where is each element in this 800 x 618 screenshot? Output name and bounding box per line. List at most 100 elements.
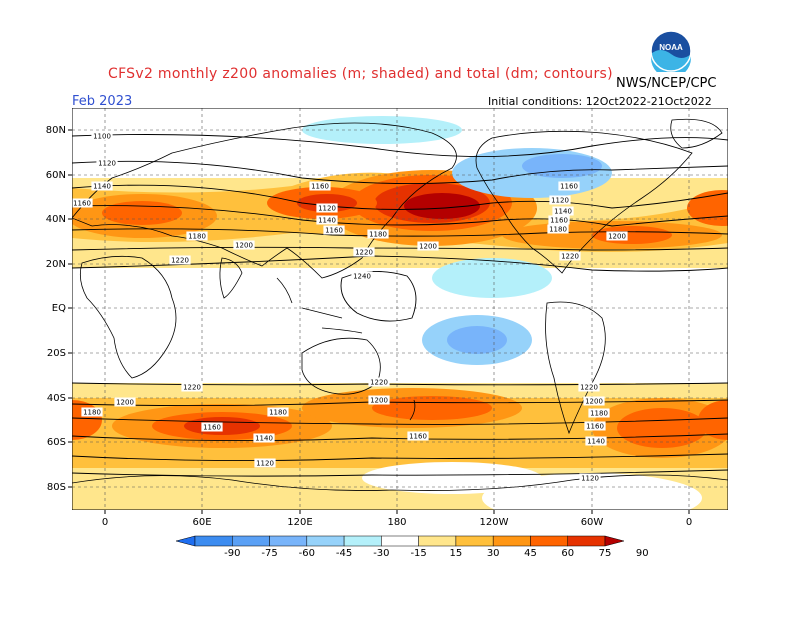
colorbar-tick-label: 75 — [599, 548, 612, 559]
colorbar-box — [381, 535, 419, 547]
lon-tick-label: 180 — [387, 517, 406, 528]
noaa-logo-icon: NOAA — [650, 30, 692, 72]
contour-label: 1100 — [91, 131, 113, 141]
contour-label: 1160 — [558, 181, 580, 191]
colorbar-tick-label: -90 — [224, 548, 240, 559]
lat-tick-label: 20S — [47, 348, 66, 359]
svg-text:1120: 1120 — [256, 460, 274, 468]
svg-text:1160: 1160 — [311, 183, 329, 191]
svg-text:1220: 1220 — [580, 384, 598, 392]
lat-tick-label: 20N — [46, 259, 66, 270]
svg-text:1140: 1140 — [255, 435, 273, 443]
contour-label: 1140 — [91, 181, 113, 191]
contour-line — [72, 184, 728, 210]
contour-label: 1220 — [559, 251, 581, 261]
contour-label: 1240 — [351, 271, 373, 281]
svg-text:1220: 1220 — [355, 249, 373, 257]
contour-label: 1220 — [181, 382, 203, 392]
contour-label: 1180 — [81, 407, 103, 417]
colorbar-tick-label: 15 — [450, 548, 463, 559]
lat-tick-label: 40S — [47, 393, 66, 404]
contour-label: 1200 — [114, 397, 136, 407]
svg-text:1220: 1220 — [183, 384, 201, 392]
svg-text:1180: 1180 — [269, 409, 287, 417]
colorbar: -90 -75 -60 -45 -30 -15 15 30 45 60 75 90 — [175, 535, 649, 559]
colorbar-box — [418, 535, 457, 547]
svg-text:1180: 1180 — [188, 233, 206, 241]
contour-label: 1120 — [96, 158, 118, 168]
contour-label: 1160 — [584, 421, 606, 431]
svg-text:1220: 1220 — [171, 257, 189, 265]
svg-text:1200: 1200 — [370, 397, 388, 405]
svg-text:1160: 1160 — [586, 423, 604, 431]
svg-text:1200: 1200 — [116, 399, 134, 407]
contour-label: 1180 — [547, 224, 569, 234]
lat-tick-label: 80S — [47, 482, 66, 493]
contour-label: 1160 — [309, 181, 331, 191]
svg-text:1180: 1180 — [369, 231, 387, 239]
colorbar-box — [269, 535, 308, 547]
svg-text:1200: 1200 — [235, 242, 253, 250]
lon-tick-label: 120E — [287, 517, 312, 528]
contour-label: 1120 — [316, 203, 338, 213]
colorbar-tick-label: -15 — [410, 548, 426, 559]
contour-label: 1140 — [316, 215, 338, 225]
lat-tick-label: 40N — [46, 214, 66, 225]
contour-line — [72, 160, 728, 185]
colorbar-tick-label: 30 — [487, 548, 500, 559]
contour-label: 1120 — [254, 458, 276, 468]
svg-text:1160: 1160 — [560, 183, 578, 191]
lon-tick-label: 60W — [581, 517, 604, 528]
colorbar-tick-label: 60 — [561, 548, 574, 559]
contour-label: 1120 — [579, 473, 601, 483]
contour-line — [72, 453, 728, 462]
svg-text:NOAA: NOAA — [659, 43, 683, 52]
lat-tick-label: 80N — [46, 125, 66, 136]
agency-label: NWS/NCEP/CPC — [616, 76, 717, 91]
svg-text:1220: 1220 — [561, 253, 579, 261]
colorbar-tick-label: -60 — [299, 548, 315, 559]
contour-label: 1200 — [606, 231, 628, 241]
colorbar-box — [530, 535, 568, 547]
contour-label: 1200 — [417, 241, 439, 251]
contour-label: 1220 — [368, 377, 390, 387]
lat-tick-label: EQ — [52, 303, 66, 314]
colorbar-tick-label: 45 — [524, 548, 537, 559]
z200-anomaly-map: 1100112011401160118012001220116011201140… — [72, 108, 728, 510]
svg-text:1120: 1120 — [551, 197, 569, 205]
contour-label: 1200 — [368, 395, 390, 405]
lon-tick-label: 120W — [480, 517, 509, 528]
colorbar-box — [232, 535, 270, 547]
contour-label: 1160 — [323, 225, 345, 235]
svg-text:1240: 1240 — [353, 273, 371, 281]
contour-labels: 1100112011401160118012001220116011201140… — [72, 131, 628, 483]
contour-label: 1220 — [578, 382, 600, 392]
contour-line — [72, 205, 728, 227]
contour-label: 1160 — [407, 431, 429, 441]
graticule — [72, 108, 728, 510]
svg-text:1160: 1160 — [73, 200, 91, 208]
contour-line — [72, 469, 728, 477]
colorbar-tick-label: 90 — [636, 548, 649, 559]
contour-label: 1120 — [549, 195, 571, 205]
colorbar-tick-label: -30 — [373, 548, 389, 559]
contour-label: 1140 — [552, 206, 574, 216]
colorbar-tick-label: -75 — [261, 548, 277, 559]
colorbar-box — [343, 535, 382, 547]
forecast-month: Feb 2023 — [72, 94, 133, 109]
svg-text:1160: 1160 — [409, 433, 427, 441]
contour-line — [72, 255, 728, 272]
colorbar-min-arrow — [175, 535, 196, 547]
lon-tick-label: 0 — [686, 517, 692, 528]
contour-line — [72, 417, 728, 425]
contour-label: 1160 — [72, 198, 93, 208]
contour-label: 1180 — [367, 229, 389, 239]
colorbar-box — [194, 535, 233, 547]
contour-label: 1180 — [588, 408, 610, 418]
svg-text:1220: 1220 — [370, 379, 388, 387]
svg-text:1200: 1200 — [585, 398, 603, 406]
svg-text:1180: 1180 — [549, 226, 567, 234]
svg-text:1100: 1100 — [93, 133, 111, 141]
contour-line — [72, 433, 728, 442]
contour-label: 1180 — [267, 407, 289, 417]
